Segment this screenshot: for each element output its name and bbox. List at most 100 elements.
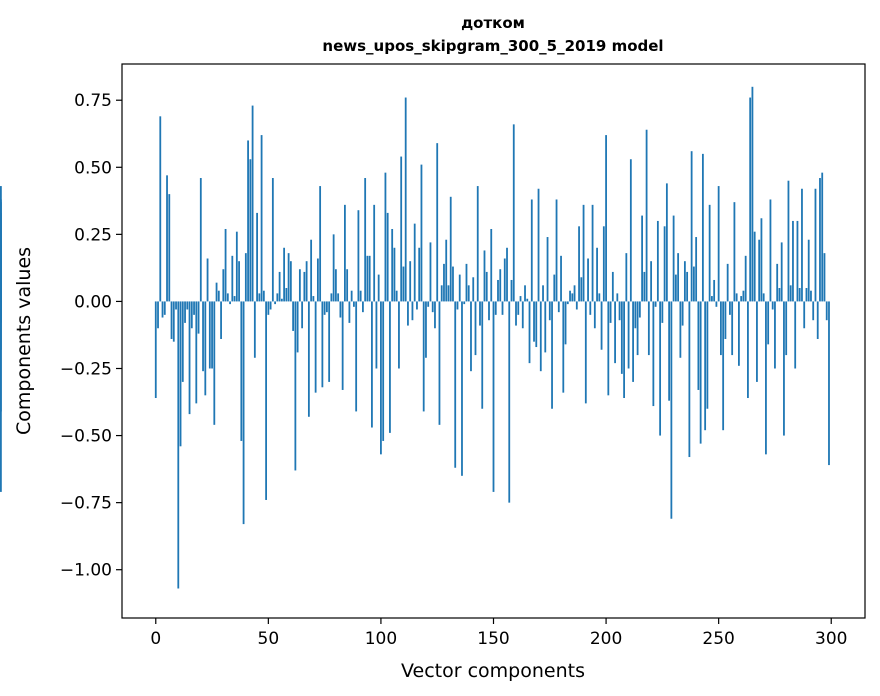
bar: [697, 301, 700, 390]
bar: [614, 301, 616, 364]
bar: [724, 301, 727, 339]
bar: [278, 271, 281, 302]
bar: [425, 301, 427, 358]
bar: [661, 301, 664, 323]
bar: [665, 183, 668, 302]
y-tick-label: 0.75: [74, 91, 112, 111]
bar: [722, 301, 725, 431]
bar: [812, 301, 815, 321]
bar: [508, 301, 511, 503]
bar: [323, 301, 326, 315]
bar: [211, 301, 213, 369]
bar: [762, 293, 765, 302]
x-tick-label: 200: [590, 629, 622, 649]
bar: [157, 301, 159, 329]
bar: [699, 301, 702, 444]
bar: [226, 293, 229, 302]
bar: [269, 301, 272, 310]
bar: [330, 293, 333, 302]
bar: [701, 153, 704, 302]
bar: [519, 296, 522, 302]
bar: [647, 301, 650, 356]
bar: [600, 301, 603, 350]
bar: [692, 266, 695, 302]
bar: [168, 194, 171, 302]
bar: [411, 301, 414, 321]
bar: [828, 301, 830, 466]
bar: [632, 301, 634, 382]
bar: [199, 178, 202, 302]
bar: [332, 234, 335, 302]
bar: [298, 269, 301, 302]
bar: [575, 301, 578, 310]
bar: [355, 301, 358, 412]
bar: [213, 301, 216, 425]
bar: [794, 301, 797, 369]
bar: [416, 301, 418, 310]
bar: [807, 239, 810, 302]
bar: [366, 255, 369, 302]
bar: [801, 188, 803, 302]
bar: [447, 285, 450, 302]
bar: [706, 301, 709, 409]
bar: [499, 269, 502, 302]
bar: [546, 237, 549, 302]
bar: [753, 231, 756, 302]
bar: [436, 143, 439, 302]
bar: [810, 290, 812, 302]
bar: [501, 301, 504, 315]
y-tick-label: 0.25: [74, 225, 112, 245]
bar: [607, 301, 610, 396]
bar: [553, 274, 556, 302]
bar: [798, 288, 801, 302]
bar: [438, 301, 441, 425]
bar: [357, 210, 360, 302]
bar: [751, 86, 754, 302]
bar: [616, 293, 619, 302]
bar: [690, 151, 693, 302]
bar: [325, 301, 328, 313]
bar: [760, 218, 763, 302]
bar: [386, 212, 389, 302]
bar: [233, 296, 236, 302]
bar: [337, 293, 340, 302]
bar: [708, 204, 711, 302]
bar: [188, 301, 191, 415]
bar: [625, 253, 628, 302]
bar: [240, 301, 243, 441]
bar: [364, 178, 367, 302]
bar: [528, 301, 531, 364]
bar: [598, 293, 601, 302]
bar: [683, 261, 686, 302]
bar: [686, 271, 689, 302]
bar: [400, 156, 403, 302]
bar: [654, 301, 657, 307]
bar: [526, 298, 529, 302]
bar: [474, 301, 477, 356]
bar: [634, 301, 637, 329]
bar: [490, 228, 493, 302]
bar: [206, 258, 209, 302]
bar: [656, 220, 659, 302]
bar: [407, 301, 409, 326]
bar: [571, 293, 574, 302]
bar: [242, 301, 245, 525]
bar: [580, 277, 583, 302]
bar: [449, 196, 452, 302]
bar: [445, 239, 448, 302]
x-tick-label: 100: [365, 629, 397, 649]
bar: [611, 271, 614, 302]
bar: [391, 228, 394, 302]
bar: [217, 290, 220, 302]
bar: [431, 301, 434, 313]
bar: [555, 199, 558, 302]
bar: [524, 285, 526, 302]
bar: [350, 290, 353, 302]
bar: [186, 301, 189, 310]
bar: [677, 253, 680, 302]
bar: [783, 301, 785, 436]
bar: [380, 301, 382, 455]
x-axis: 0 50 100 150 200 250 300: [150, 618, 847, 649]
bar: [729, 301, 731, 315]
